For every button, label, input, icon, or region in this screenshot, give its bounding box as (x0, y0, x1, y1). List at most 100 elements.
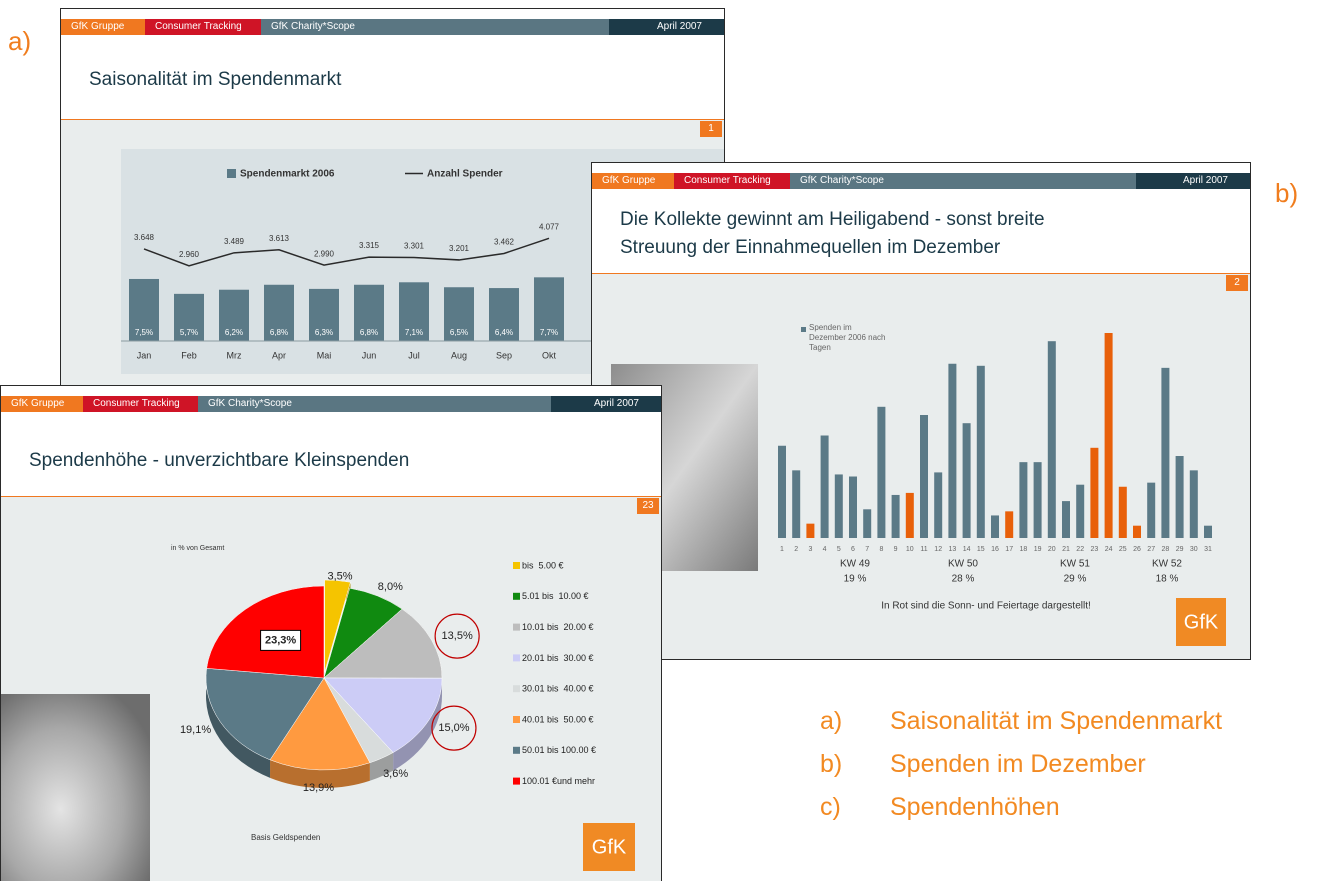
bar (1133, 526, 1141, 538)
x-tick-label: 1 (780, 546, 784, 553)
x-tick-label: 15 (977, 546, 985, 553)
legend-label: 100.01 €und mehr (522, 776, 595, 786)
x-tick-label: 23 (1091, 546, 1099, 553)
x-tick-label: 27 (1147, 546, 1155, 553)
x-tick-label: 16 (991, 546, 999, 553)
bar (877, 407, 885, 538)
value-label: 23,3% (265, 634, 296, 646)
bar-value-label: 6,4% (495, 328, 513, 337)
week-share: 28 % (952, 574, 975, 585)
x-tick-label: Mai (317, 350, 332, 360)
x-tick-label: Jul (408, 350, 420, 360)
line-value-label: 3.613 (269, 234, 290, 243)
bar (806, 524, 814, 538)
legend-swatch (513, 624, 520, 631)
chart-note: In Rot sind die Sonn- und Feiertage darg… (881, 601, 1091, 612)
line-value-label: 3.648 (134, 233, 155, 242)
bar (963, 423, 971, 538)
bar (1119, 487, 1127, 538)
bar (1204, 526, 1212, 538)
x-tick-label: 10 (906, 546, 914, 553)
line-value-label: 3.489 (224, 237, 245, 246)
line-value-label: 3.201 (449, 244, 470, 253)
bar (1176, 456, 1184, 538)
slide: GfK GruppeConsumer TrackingGfK Charity*S… (0, 385, 662, 881)
line-value-label: 3.301 (404, 242, 425, 251)
week-label: KW 51 (1060, 559, 1090, 570)
caption: a)Saisonalität im Spendenmarkt (820, 700, 1222, 743)
x-tick-label: 8 (879, 546, 883, 553)
legend-label: bis 5.00 € (522, 560, 564, 570)
x-tick-label: Apr (272, 350, 286, 360)
logo-text: GfK (592, 836, 627, 858)
x-tick-label: 7 (865, 546, 869, 553)
caption: b)Spenden im Dezember (820, 743, 1222, 786)
line-value-label: 4.077 (539, 222, 560, 231)
x-tick-label: 24 (1105, 546, 1113, 553)
x-tick-label: Jan (137, 350, 152, 360)
x-tick-label: 22 (1076, 546, 1084, 553)
line-value-label: 2.960 (179, 250, 200, 259)
x-tick-label: 21 (1062, 546, 1070, 553)
bar (906, 493, 914, 538)
x-tick-label: Feb (181, 350, 197, 360)
legend-label: Spenden im Dezember 2006 nach Tagen (809, 323, 889, 353)
caption-text: Spendenhöhen (890, 786, 1060, 829)
bar (1019, 462, 1027, 538)
bar (849, 477, 857, 539)
x-tick-label: Okt (542, 350, 557, 360)
bar-value-label: 7,1% (405, 328, 423, 337)
legend-swatch (513, 654, 520, 661)
bar (991, 515, 999, 538)
week-label: KW 49 (840, 559, 870, 570)
caption-text: Saisonalität im Spendenmarkt (890, 700, 1222, 743)
x-tick-label: 13 (949, 546, 957, 553)
bar (821, 436, 829, 539)
bar-value-label: 6,3% (315, 328, 333, 337)
legend-label: 30.01 bis 40.00 € (522, 684, 594, 694)
bar-value-label: 6,8% (270, 328, 288, 337)
bar-value-label: 7,7% (540, 328, 558, 337)
value-label: 13,9% (303, 782, 334, 794)
legend-swatch (801, 327, 806, 332)
bar-value-label: 7,5% (135, 328, 153, 337)
value-label: 15,0% (438, 722, 469, 734)
legend-swatch (513, 716, 520, 723)
bar (835, 474, 843, 538)
x-tick-label: 20 (1048, 546, 1056, 553)
x-tick-label: 2 (794, 546, 798, 553)
caption-letter: c) (820, 786, 890, 829)
slide-marker: b) (1275, 178, 1298, 209)
x-tick-label: Sep (496, 350, 512, 360)
x-tick-label: 29 (1176, 546, 1184, 553)
x-tick-label: 6 (851, 546, 855, 553)
legend-label: Anzahl Spender (427, 169, 503, 180)
x-tick-label: 28 (1162, 546, 1170, 553)
value-label: 3,6% (383, 768, 408, 780)
caption-list: a)Saisonalität im Spendenmarkt b)Spenden… (820, 700, 1222, 829)
photo (1, 694, 150, 881)
x-tick-label: Jun (362, 350, 377, 360)
x-tick-label: 5 (837, 546, 841, 553)
legend-label: 40.01 bis 50.00 € (522, 714, 594, 724)
bar-value-label: 5,7% (180, 328, 198, 337)
bar (1005, 511, 1013, 538)
bar (1062, 501, 1070, 538)
line-value-label: 2.990 (314, 249, 335, 258)
bar (1034, 462, 1042, 538)
bar (920, 415, 928, 538)
bar-value-label: 6,8% (360, 328, 378, 337)
page: {"markers":["a)","b)"], "logo":"GfK", "s… (0, 0, 1322, 881)
x-tick-label: 14 (963, 546, 971, 553)
value-label: 19,1% (180, 724, 211, 736)
line-value-label: 3.462 (494, 238, 515, 247)
bar (1076, 485, 1084, 538)
bar (977, 366, 985, 538)
week-label: KW 50 (948, 559, 978, 570)
x-tick-label: 25 (1119, 546, 1127, 553)
bar (948, 364, 956, 538)
legend-label: 5.01 bis 10.00 € (522, 591, 589, 601)
bar (1190, 470, 1198, 538)
week-share: 18 % (1156, 574, 1179, 585)
bar (1090, 448, 1098, 538)
